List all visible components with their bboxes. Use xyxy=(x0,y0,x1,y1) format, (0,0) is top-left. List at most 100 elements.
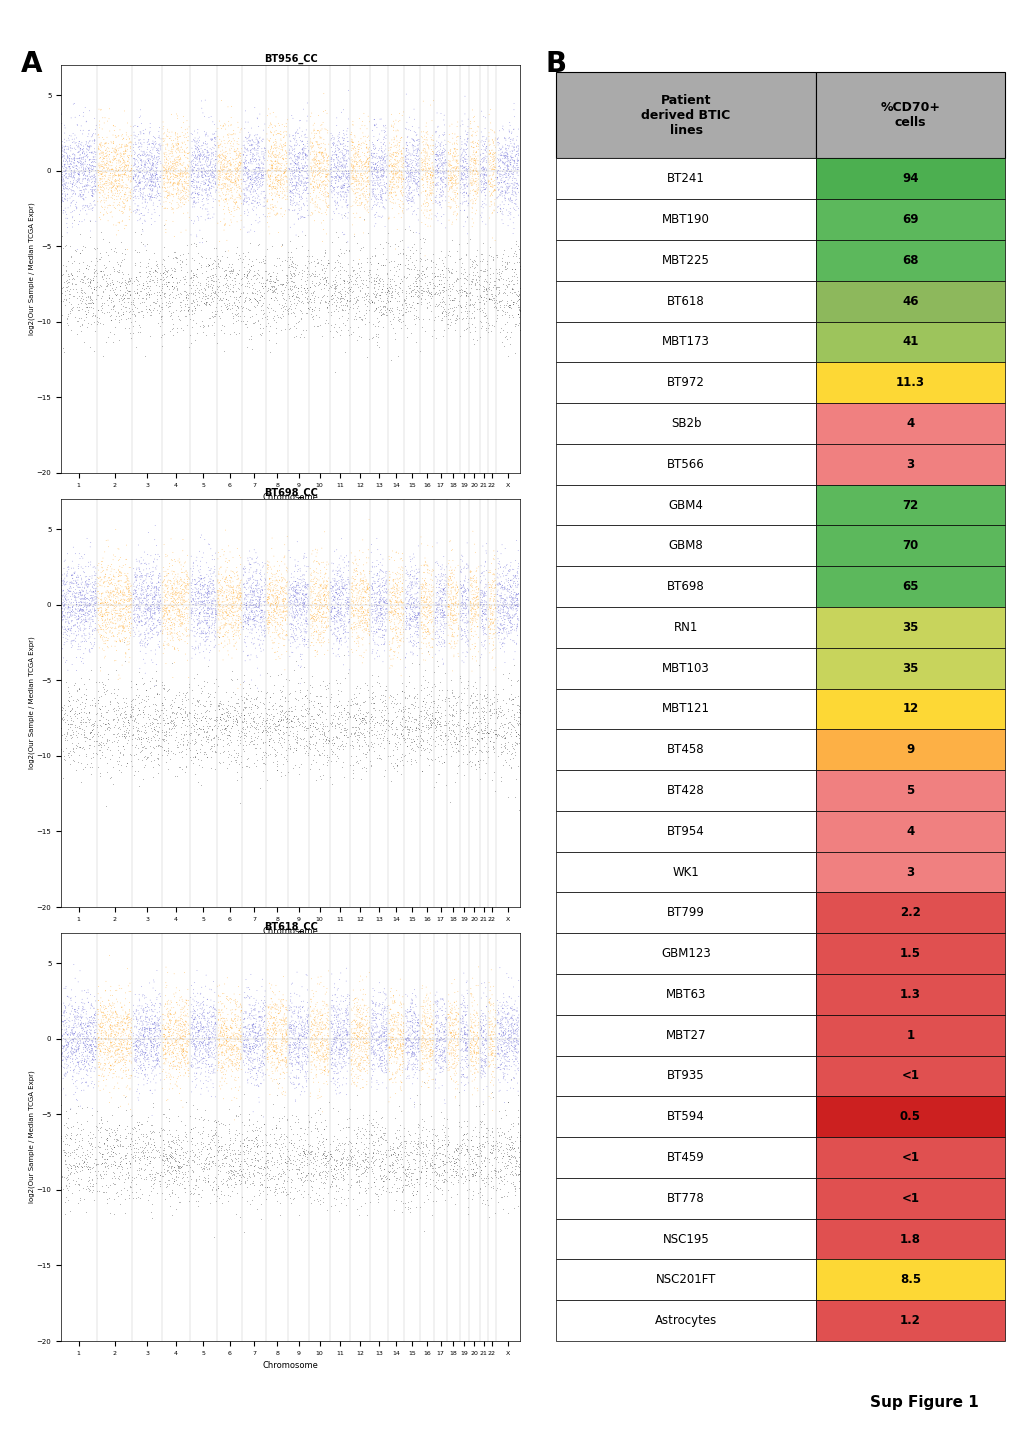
Point xyxy=(429,1001,445,1024)
Point xyxy=(343,1031,360,1054)
Point xyxy=(403,1161,419,1184)
Point xyxy=(212,789,228,812)
Point xyxy=(494,281,511,304)
Point xyxy=(360,1037,376,1060)
Point xyxy=(497,182,514,205)
Point xyxy=(496,594,513,617)
Point xyxy=(257,717,273,740)
Point xyxy=(230,581,247,604)
Point xyxy=(319,251,335,274)
Point xyxy=(53,1126,69,1149)
Point xyxy=(441,150,458,173)
Point xyxy=(387,603,404,626)
Point xyxy=(305,607,321,630)
Point xyxy=(293,1146,310,1169)
Point xyxy=(448,632,465,655)
Point xyxy=(226,748,243,771)
Point xyxy=(243,255,259,278)
Point xyxy=(327,1030,343,1053)
Point xyxy=(281,1035,298,1058)
Point xyxy=(245,1113,261,1136)
Point xyxy=(183,137,200,160)
Point xyxy=(257,268,273,291)
Point xyxy=(478,559,494,583)
Point xyxy=(214,1152,230,1175)
Point xyxy=(342,1167,359,1190)
Point xyxy=(285,264,302,287)
Point xyxy=(428,1032,444,1056)
Point xyxy=(69,1110,86,1133)
Point xyxy=(117,1086,133,1109)
Point xyxy=(248,1008,264,1031)
Point xyxy=(142,150,158,173)
Point xyxy=(214,584,230,607)
Point xyxy=(189,232,205,255)
Point xyxy=(331,623,347,646)
Point xyxy=(490,596,506,619)
Point xyxy=(123,613,140,636)
Point xyxy=(311,1177,327,1200)
Point xyxy=(334,1025,351,1048)
Point xyxy=(484,1133,500,1156)
Point xyxy=(174,733,191,756)
Point xyxy=(117,643,133,666)
Point xyxy=(468,1152,484,1175)
Point xyxy=(84,1135,100,1158)
Point xyxy=(292,300,309,323)
Point xyxy=(74,1019,91,1043)
Point xyxy=(345,603,362,626)
Point xyxy=(176,1120,193,1144)
Point xyxy=(60,1054,76,1077)
Point xyxy=(466,105,482,128)
Point xyxy=(142,1162,158,1185)
Point xyxy=(104,287,120,310)
Point xyxy=(268,603,284,626)
Point xyxy=(502,1025,519,1048)
Point xyxy=(218,187,234,211)
Point xyxy=(240,1119,257,1142)
Point xyxy=(409,149,425,172)
Point xyxy=(468,757,484,780)
Point xyxy=(348,1057,365,1080)
Point xyxy=(505,647,522,671)
Point xyxy=(239,163,256,186)
Point xyxy=(141,552,157,575)
Point xyxy=(289,1045,306,1069)
Point xyxy=(145,1048,161,1071)
Point xyxy=(376,1021,392,1044)
Point xyxy=(447,131,464,154)
Point xyxy=(177,1021,194,1044)
Point xyxy=(488,565,504,588)
Point xyxy=(100,591,116,614)
Point xyxy=(146,172,162,195)
Point xyxy=(275,166,291,189)
Point xyxy=(460,580,476,603)
Point xyxy=(259,1045,275,1069)
Point xyxy=(168,1048,184,1071)
Point xyxy=(88,1154,104,1177)
Point xyxy=(117,296,133,319)
Point xyxy=(105,1019,121,1043)
Point xyxy=(300,597,316,620)
Point xyxy=(449,144,466,167)
Point xyxy=(376,146,392,169)
Point xyxy=(328,611,344,634)
Point xyxy=(196,590,212,613)
Point xyxy=(205,1073,221,1096)
Point xyxy=(259,1043,275,1066)
Point xyxy=(169,277,185,300)
Point xyxy=(187,1040,204,1063)
Point xyxy=(291,157,308,180)
Point xyxy=(486,607,502,630)
Point xyxy=(247,281,263,304)
Point xyxy=(99,761,115,784)
Point xyxy=(487,1014,503,1037)
Point xyxy=(457,620,473,643)
Point xyxy=(339,136,356,159)
Point xyxy=(355,567,371,590)
Point xyxy=(202,737,218,760)
Point xyxy=(401,176,418,199)
Point xyxy=(227,170,244,193)
Point xyxy=(118,596,135,619)
Point xyxy=(398,296,415,319)
